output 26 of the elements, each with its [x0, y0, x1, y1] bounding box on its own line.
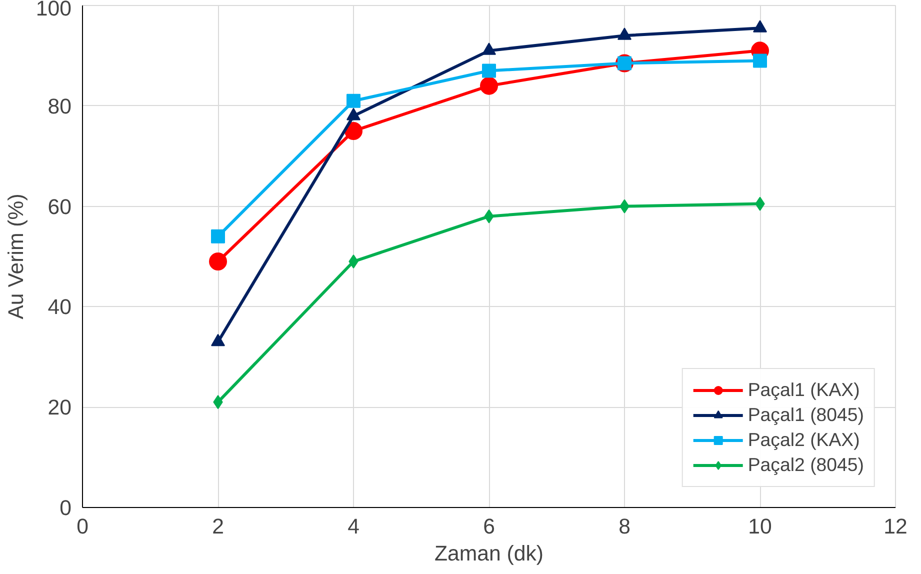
x-tick-label: 2 [212, 514, 224, 538]
y-tick-label: 40 [48, 295, 72, 320]
x-tick-label: 12 [884, 514, 908, 538]
point [753, 54, 767, 68]
point [346, 94, 360, 108]
y-axis-title: Au Verim (%) [4, 194, 28, 320]
point [211, 229, 225, 244]
point [480, 76, 498, 95]
y-tick-label: 100 [36, 0, 72, 20]
x-tick-label: 4 [348, 514, 360, 538]
y-tick-label: 20 [48, 396, 72, 420]
y-tick-label: 60 [48, 194, 72, 219]
x-tick-label: 10 [748, 514, 772, 538]
x-tick-label: 0 [76, 514, 89, 538]
x-tick-label: 6 [483, 514, 495, 538]
point [482, 64, 496, 78]
y-tick-label: 0 [60, 496, 72, 520]
point [344, 122, 362, 140]
legend-label: Paçal1 (KAX) [748, 379, 860, 401]
legend-label: Paçal2 (8045) [748, 454, 864, 476]
legend-label: Paçal2 (KAX) [748, 429, 860, 451]
legend-label: Paçal1 (8045) [748, 404, 864, 426]
point [209, 252, 227, 271]
x-axis-title: Zaman (dk) [434, 542, 544, 566]
x-tick-label: 8 [618, 514, 630, 538]
y-tick-label: 80 [48, 94, 72, 118]
